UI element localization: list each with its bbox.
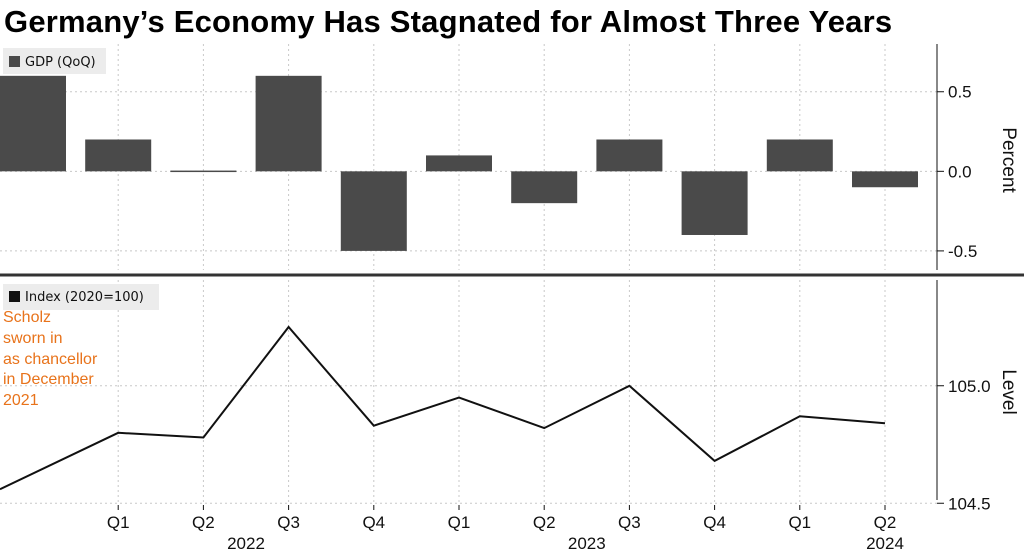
gdp-legend-swatch <box>9 56 20 67</box>
annotation-line-3: as chancellor <box>3 351 98 368</box>
gdp-bar <box>511 171 578 204</box>
x-tick-label: Q2 <box>874 513 897 532</box>
gdp-bars <box>0 75 918 251</box>
gdp-bar <box>426 155 492 172</box>
x-tick-label: Q3 <box>277 513 300 532</box>
gdp-bar <box>766 139 833 172</box>
index-legend: Index (2020=100) <box>3 284 159 310</box>
x-year-label: 2024 <box>866 534 904 553</box>
gdp-ytick-label: -0.5 <box>948 242 977 261</box>
x-tick-label: Q1 <box>448 513 471 532</box>
index-line <box>0 325 886 491</box>
x-axis-ticks: Q1 Q2 Q3 Q4 Q1 Q2 Q3 Q4 Q1 Q2 2022 2023 2024 <box>107 505 904 553</box>
gdp-bar <box>0 75 66 172</box>
gdp-bar <box>255 75 322 172</box>
index-y-axis-title: Level <box>998 369 1019 414</box>
x-tick-label: Q3 <box>618 513 641 532</box>
gdp-ytick-label: 0.5 <box>948 83 972 102</box>
x-tick-label: Q1 <box>107 513 130 532</box>
gdp-bar <box>852 171 918 188</box>
scholz-annotation: Scholz sworn in as chancellor in Decembe… <box>3 309 98 409</box>
annotation-line-2: sworn in <box>3 330 63 347</box>
index-legend-label: Index (2020=100) <box>25 290 144 305</box>
gdp-bar <box>340 171 407 251</box>
gdp-y-axis-title: Percent <box>998 127 1019 193</box>
x-tick-label: Q4 <box>703 513 726 532</box>
x-year-label: 2022 <box>227 534 265 553</box>
index-line-layer <box>0 325 886 491</box>
gdp-ytick-label: 0.0 <box>948 162 972 181</box>
gdp-bar <box>170 170 237 173</box>
chart-title: Germany’s Economy Has Stagnated for Almo… <box>4 4 893 39</box>
index-ytick-label: 105.0 <box>948 377 991 396</box>
gdp-bar <box>85 139 152 172</box>
gdp-legend: GDP (QoQ) <box>3 48 106 74</box>
annotation-line-1: Scholz <box>3 309 51 326</box>
annotation-line-5: 2021 <box>3 392 39 409</box>
index-legend-swatch <box>9 291 20 302</box>
x-tick-label: Q1 <box>788 513 811 532</box>
x-tick-label: Q2 <box>192 513 215 532</box>
y-ticks: 0.5 0.0 -0.5 105.0 104.5 <box>937 83 991 513</box>
gdp-bar <box>681 171 748 235</box>
x-tick-label: Q2 <box>533 513 556 532</box>
gdp-bar <box>596 139 663 172</box>
x-year-label: 2023 <box>568 534 606 553</box>
gdp-legend-label: GDP (QoQ) <box>25 55 96 70</box>
annotation-line-4: in December <box>3 371 94 388</box>
index-grid <box>0 280 937 505</box>
x-tick-label: Q4 <box>362 513 385 532</box>
index-ytick-label: 104.5 <box>948 494 991 513</box>
